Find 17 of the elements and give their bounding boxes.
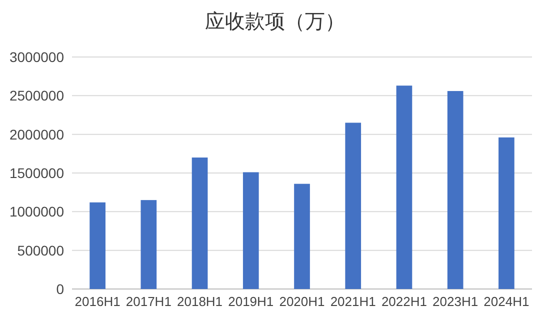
ytick: 1500000	[9, 165, 64, 181]
xtick: 2024H1	[484, 294, 530, 309]
xtick: 2016H1	[74, 294, 120, 309]
xtick: 2017H1	[126, 294, 172, 309]
xtick: 2023H1	[432, 294, 478, 309]
ytick: 1000000	[9, 204, 64, 220]
xtick: 2021H1	[330, 294, 376, 309]
xtick: 2020H1	[279, 294, 325, 309]
xtick: 2019H1	[228, 294, 274, 309]
ytick: 2500000	[9, 88, 64, 104]
xtick: 2022H1	[381, 294, 427, 309]
ytick: 0	[56, 281, 64, 297]
ytick: 2000000	[9, 126, 64, 142]
ytick: 500000	[17, 242, 64, 258]
ytick: 3000000	[9, 49, 64, 65]
title: 应收款项（万）	[205, 11, 345, 33]
xtick: 2018H1	[177, 294, 223, 309]
